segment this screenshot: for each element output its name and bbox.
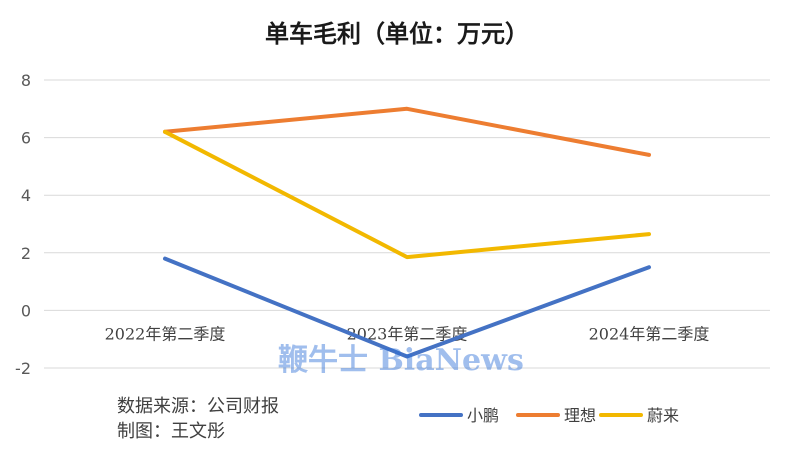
y-tick-label-2: 2 — [21, 244, 31, 263]
x-axis-category-labels: 2022年第二季度 2023年第二季度 2024年第二季度 — [105, 324, 710, 343]
x-category-label-0: 2022年第二季度 — [105, 324, 226, 343]
author-note: 制图：王文彤 — [117, 421, 225, 442]
series-line-2 — [163, 129, 651, 260]
y-tick-label-3: 4 — [21, 186, 31, 205]
chart-title: 单车毛利（单位：万元） — [265, 19, 529, 48]
source-note: 数据来源：公司财报 — [117, 396, 279, 417]
x-category-label-2: 2024年第二季度 — [589, 324, 710, 343]
y-axis-tick-labels: -2 0 2 4 6 8 — [15, 71, 31, 378]
x-category-label-1: 2023年第二季度 — [347, 324, 468, 343]
y-tick-label-5: 8 — [21, 71, 31, 90]
y-tick-label-4: 6 — [21, 129, 31, 148]
legend-label-1: 理想 — [564, 406, 596, 425]
legend: 小鹏 理想 蔚来 — [419, 406, 679, 425]
series-line-1 — [163, 106, 651, 157]
grid-lines — [44, 79, 770, 369]
legend-label-2: 蔚来 — [647, 406, 679, 425]
series-line-0 — [163, 256, 651, 359]
series-lines — [163, 106, 651, 359]
legend-label-0: 小鹏 — [467, 406, 499, 425]
watermark-text: 鞭牛士 BiaNews — [278, 343, 524, 378]
y-tick-label-0: -2 — [15, 359, 31, 378]
y-tick-label-1: 0 — [21, 301, 31, 320]
